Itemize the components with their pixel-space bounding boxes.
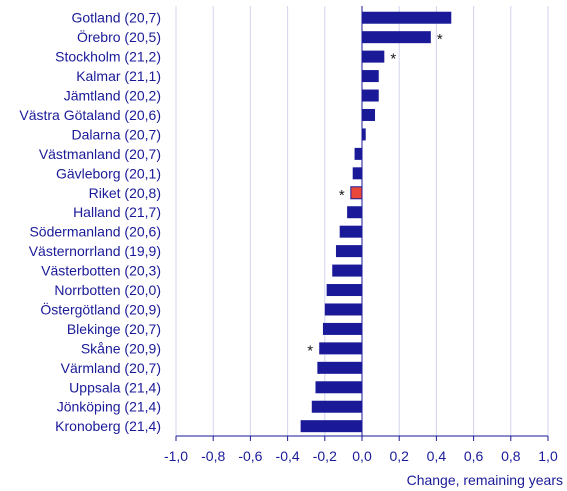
bar	[350, 186, 363, 200]
bar	[354, 147, 362, 160]
bars	[300, 11, 452, 433]
category-label: Södermanland (20,6)	[29, 224, 161, 240]
x-tick-label: 0,2	[389, 448, 409, 464]
bar	[315, 381, 362, 394]
x-tick-label: -0,6	[238, 448, 262, 464]
x-axis-title: Change, remaining years	[407, 472, 563, 488]
x-tick-label: 1,0	[538, 448, 558, 464]
bar	[324, 303, 362, 316]
bar	[362, 89, 379, 102]
x-tick-label: -0,4	[276, 448, 300, 464]
x-tick-label: -0,8	[201, 448, 225, 464]
x-tick-label: 0,6	[464, 448, 484, 464]
category-label: Dalarna (20,7)	[72, 126, 162, 142]
category-label: Uppsala (21,4)	[69, 379, 161, 395]
category-label: Kalmar (21,1)	[76, 68, 161, 84]
bar	[339, 225, 362, 238]
category-label: Värmland (20,7)	[61, 360, 161, 376]
category-label: Västerbotten (20,3)	[41, 263, 161, 279]
bar	[322, 322, 362, 335]
category-label: Västra Götaland (20,6)	[19, 107, 161, 123]
bar	[362, 70, 379, 83]
significance-star: *	[307, 342, 313, 359]
x-tick-label: -0,2	[313, 448, 337, 464]
significance-markers: * * * *	[307, 31, 443, 359]
bar	[319, 342, 362, 355]
bar	[311, 400, 362, 413]
category-label: Gävleborg (20,1)	[56, 165, 161, 181]
significance-star: *	[339, 187, 345, 204]
bar	[332, 264, 362, 277]
bar	[352, 167, 362, 180]
category-label: Riket (20,8)	[89, 185, 161, 201]
category-label: Halland (21,7)	[73, 204, 161, 220]
category-label: Kronoberg (21,4)	[55, 418, 161, 434]
bar	[362, 11, 452, 24]
x-axis: -1,0 -0,8 -0,6 -0,4 -0,2 0,0 0,2 0,4 0,6 0,8 1,0	[164, 435, 558, 464]
bar	[300, 420, 362, 433]
significance-star: *	[437, 31, 443, 48]
bar	[362, 128, 366, 141]
category-label: Örebro (20,5)	[77, 28, 161, 45]
x-tick-label: -1,0	[164, 448, 188, 464]
x-tick-label: 0,0	[352, 448, 372, 464]
bar	[317, 361, 362, 374]
category-label: Västernorrland (19,9)	[29, 243, 161, 259]
bar	[326, 284, 362, 297]
category-label: Västmanland (20,7)	[39, 146, 161, 162]
category-label: Blekinge (20,7)	[67, 321, 161, 337]
category-label: Stockholm (21,2)	[55, 49, 161, 65]
bar	[362, 108, 376, 121]
bar	[362, 31, 431, 44]
category-label: Norrbotten (20,0)	[54, 282, 161, 298]
x-tick-label: 0,8	[501, 448, 521, 464]
bar	[335, 245, 362, 258]
x-tick-label: 0,4	[427, 448, 447, 464]
category-label: Skåne (20,9)	[81, 340, 161, 356]
category-labels: Gotland (20,7) Örebro (20,5) Stockholm (21…	[19, 10, 161, 434]
category-label: Jönköping (21,4)	[57, 399, 161, 415]
category-label: Östergötland (20,9)	[40, 300, 161, 317]
bar	[347, 206, 362, 219]
category-label: Gotland (20,7)	[72, 10, 162, 26]
significance-star: *	[390, 51, 396, 68]
category-label: Jämtland (20,2)	[64, 88, 161, 104]
bar	[362, 50, 385, 63]
